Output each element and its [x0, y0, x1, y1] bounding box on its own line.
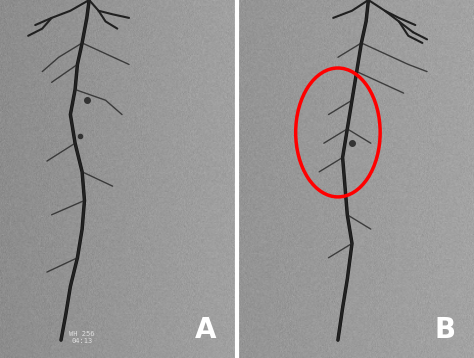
Text: WH 256
04:13: WH 256 04:13 — [69, 331, 95, 344]
Text: A: A — [194, 316, 216, 344]
Text: B: B — [434, 316, 455, 344]
